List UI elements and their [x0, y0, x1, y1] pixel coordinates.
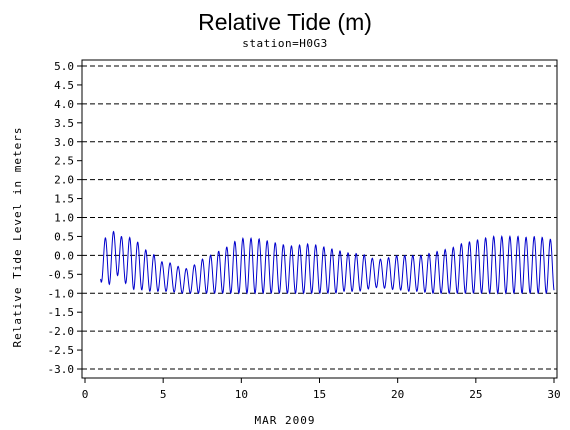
plot-frame	[81, 59, 558, 379]
y-tick-label: -1.5	[48, 306, 75, 319]
y-tick-label: 1.0	[54, 212, 74, 225]
y-tick-label: 1.5	[54, 193, 74, 206]
x-tick-label: 25	[469, 388, 482, 401]
x-tick-label: 15	[313, 388, 326, 401]
y-tick-label: -2.0	[48, 325, 75, 338]
tide-series-line	[100, 230, 555, 295]
x-tick-label: 0	[82, 388, 89, 401]
y-tick-label: 2.5	[54, 155, 74, 168]
x-tick-label: 20	[391, 388, 404, 401]
y-tick-label: -2.5	[48, 344, 75, 357]
chart-title: Relative Tide (m)	[198, 9, 372, 35]
gridlines	[82, 65, 557, 370]
x-tick-label: 30	[547, 388, 560, 401]
y-tick-label: 3.0	[54, 136, 74, 149]
y-tick-label: -1.0	[48, 287, 75, 300]
y-tick-label: 5.0	[54, 60, 74, 73]
x-tick-label: 10	[235, 388, 248, 401]
y-tick-label: 0.5	[54, 230, 74, 243]
y-tick-label: 4.5	[54, 79, 74, 92]
chart-subtitle: station=H0G3	[242, 37, 327, 50]
y-axis-label: Relative Tide Level in meters	[11, 126, 24, 347]
y-axis: 5.0 4.5 4.0 3.5 3.0 2.5 2.0 1.5 1.0 0.5 0.0 -0.5 -1.…	[48, 60, 82, 376]
x-tick-label: 5	[160, 388, 167, 401]
y-tick-label: -0.5	[48, 268, 75, 281]
y-tick-label: 3.5	[54, 117, 74, 130]
x-axis: 0 5 10 15 20 25 30	[82, 378, 561, 401]
x-axis-label: MAR 2009	[255, 414, 316, 427]
y-tick-label: 0.0	[54, 249, 74, 262]
y-tick-label: -3.0	[48, 363, 75, 376]
y-tick-label: 2.0	[54, 174, 74, 187]
y-tick-label: 4.0	[54, 98, 74, 111]
